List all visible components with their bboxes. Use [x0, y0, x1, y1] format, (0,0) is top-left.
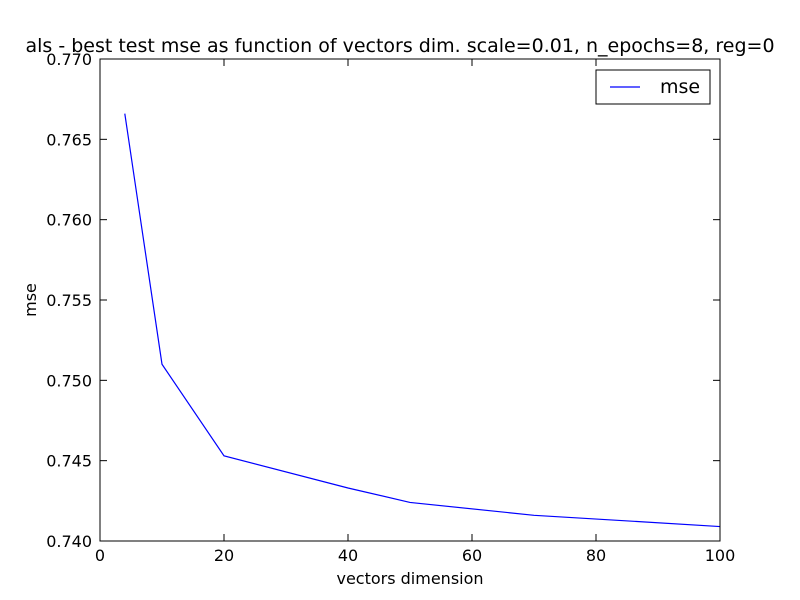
x-tick-label: 40: [338, 546, 358, 565]
plot-series: [124, 113, 721, 528]
y-tick-label: 0.745: [46, 452, 92, 471]
y-tick-label: 0.760: [46, 211, 92, 230]
x-tick-label: 100: [705, 546, 736, 565]
y-tick-label: 0.755: [46, 291, 92, 310]
chart-title: als - best test mse as function of vecto…: [25, 35, 774, 57]
y-axis-ticks: 0.740 0.745 0.750 0.755 0.760 0.765 0.770: [46, 50, 720, 551]
y-tick-label: 0.750: [46, 371, 92, 390]
x-axis-label: vectors dimension: [336, 569, 483, 588]
legend: mse: [595, 69, 711, 105]
y-tick-label: 0.765: [46, 130, 92, 149]
y-tick-label: 0.770: [46, 50, 92, 69]
y-tick-label: 0.740: [46, 532, 92, 551]
legend-label: mse: [660, 76, 700, 98]
x-axis-ticks: 0 20 40 60 80 100: [95, 59, 735, 565]
x-tick-label: 20: [214, 546, 234, 565]
y-axis-label: mse: [21, 283, 40, 317]
x-tick-label: 60: [462, 546, 482, 565]
x-tick-label: 0: [95, 546, 105, 565]
x-tick-label: 80: [586, 546, 606, 565]
